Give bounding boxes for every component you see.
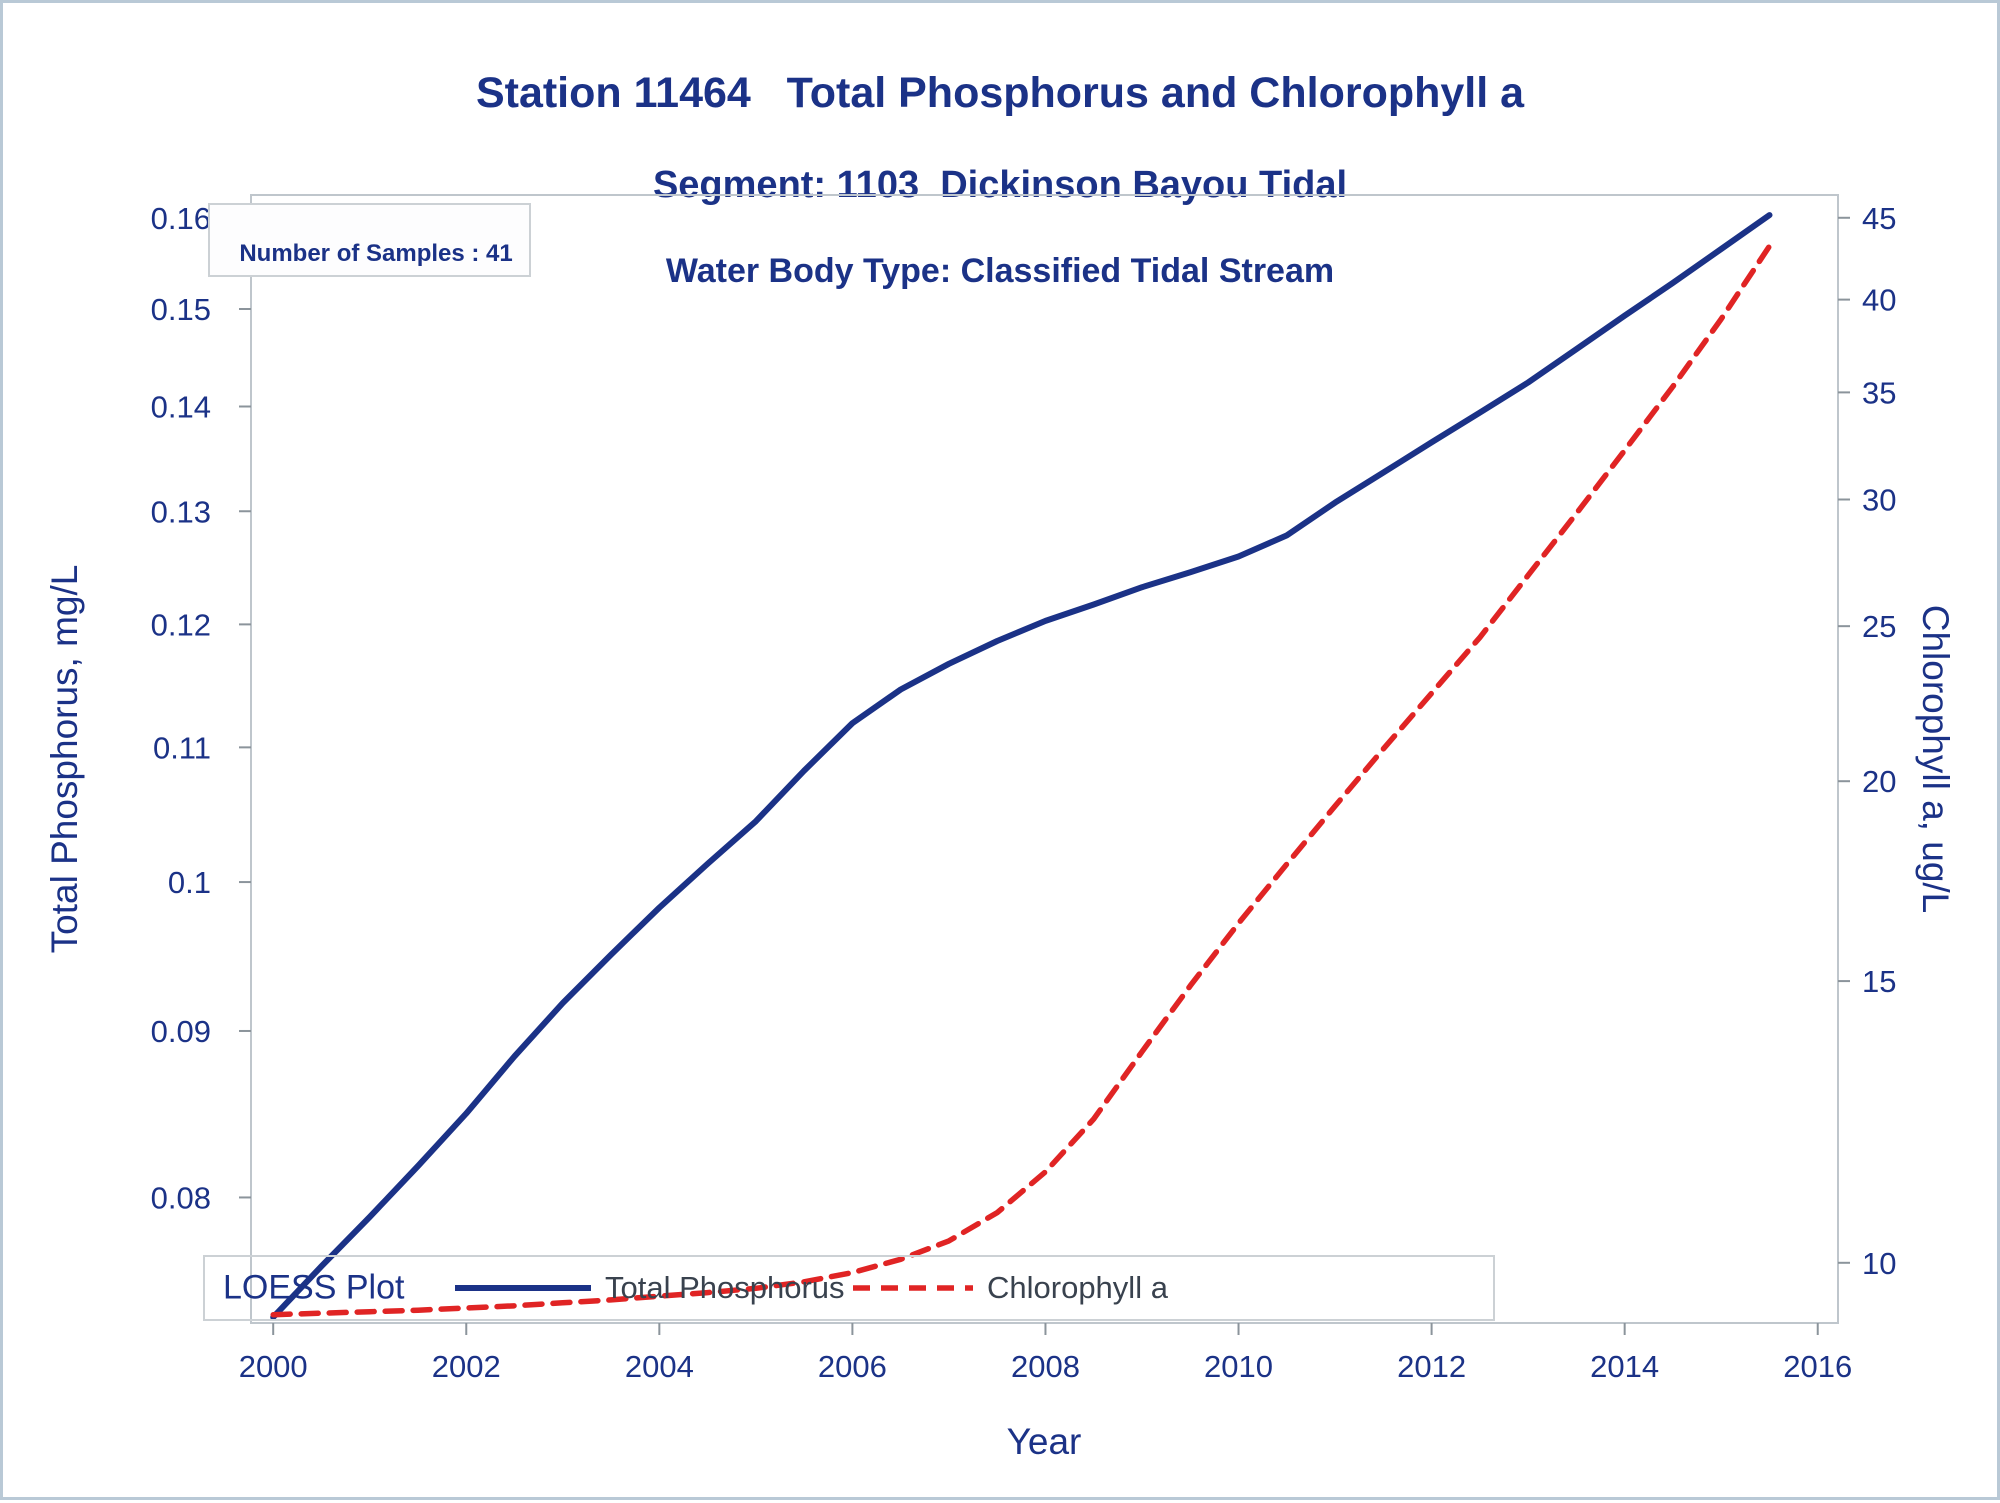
series-line-chlorophyll-a — [270, 243, 1773, 1318]
x-tick-label: 2008 — [1011, 1349, 1080, 1384]
y-axis-label-right: Chlorophyll a, ug/L — [1915, 604, 1956, 914]
y-right-tick-label: 30 — [1862, 482, 1896, 517]
x-tick-label: 2012 — [1397, 1349, 1466, 1384]
x-tick-label: 2014 — [1590, 1349, 1659, 1384]
y-right-tick-label: 15 — [1862, 964, 1896, 999]
x-axis-label: Year — [1006, 1421, 1082, 1462]
y-right-tick-label: 25 — [1862, 609, 1896, 644]
legend-label-chlorophyll-a: Chlorophyll a — [987, 1270, 1168, 1305]
y-right-tick-label: 10 — [1862, 1246, 1896, 1281]
x-tick-label: 2000 — [239, 1349, 308, 1384]
x-tick-label: 2016 — [1783, 1349, 1852, 1384]
chart-title-line2: Segment: 1103 Dickinson Bayou Tidal — [652, 164, 1348, 207]
samples-count-text: Number of Samples : 41 — [239, 240, 513, 267]
y-left-tick-label: 0.14 — [151, 390, 211, 425]
y-left-tick-label: 0.08 — [151, 1180, 211, 1215]
legend-label-total-phosphorus: Total Phosphorus — [605, 1270, 845, 1305]
y-right-tick-label: 40 — [1862, 283, 1896, 318]
y-left-tick-label: 0.11 — [153, 730, 211, 765]
legend: LOESS Plot Total Phosphorus Chlorophyll … — [203, 1255, 1495, 1321]
y-left-tick-label: 0.15 — [151, 292, 211, 327]
plot-frame — [250, 194, 1839, 1324]
legend-title: LOESS Plot — [223, 1268, 405, 1307]
y-right-tick-label: 45 — [1862, 201, 1896, 236]
y-right-tick-label: 20 — [1862, 764, 1896, 799]
y-left-tick-label: 0.12 — [151, 607, 211, 642]
x-tick-label: 2010 — [1204, 1349, 1273, 1384]
x-tick-label: 2006 — [818, 1349, 887, 1384]
chart-titles: Station 11464 Total Phosphorus and Chlor… — [3, 33, 1997, 309]
x-tick-label: 2004 — [625, 1349, 694, 1384]
y-left-tick-label: 0.09 — [151, 1014, 211, 1049]
y-right-tick-label: 35 — [1862, 375, 1896, 410]
chart-title-line1: Station 11464 Total Phosphorus and Chlor… — [475, 69, 1525, 117]
legend-sample-total-phosphorus — [455, 1285, 591, 1291]
y-left-tick-label: 0.1 — [168, 865, 211, 900]
y-axis-label-left: Total Phosphorus, mg/L — [44, 564, 85, 954]
y-left-tick-label: 0.16 — [151, 201, 211, 236]
series-line-total-phosphorus — [270, 212, 1773, 1321]
samples-count-inset: Number of Samples : 41 — [208, 203, 531, 277]
y-left-tick-label: 0.13 — [151, 494, 211, 529]
chart-plot-area: 2000 2002 2004 2006 2008 2010 2012 2014 20160.08… — [151, 194, 1896, 1384]
x-tick-label: 2002 — [432, 1349, 501, 1384]
chart-title-line3: Water Body Type: Classified Tidal Stream — [665, 252, 1335, 291]
legend-sample-chlorophyll-a — [853, 1285, 973, 1291]
